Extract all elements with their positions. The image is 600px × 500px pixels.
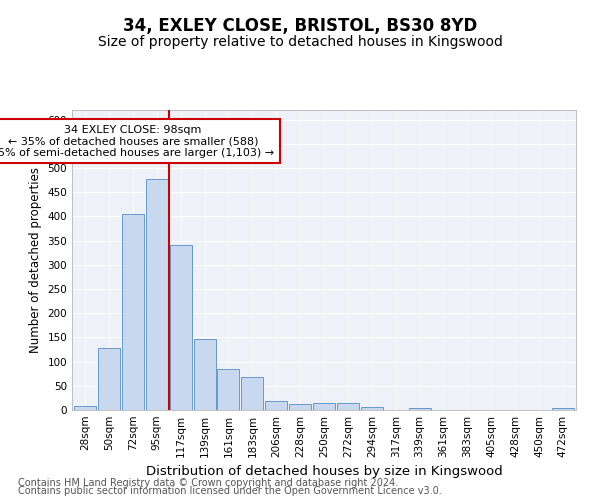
Text: 34 EXLEY CLOSE: 98sqm
← 35% of detached houses are smaller (588)
65% of semi-det: 34 EXLEY CLOSE: 98sqm ← 35% of detached … <box>0 124 274 158</box>
Bar <box>241 377 263 410</box>
Y-axis label: Number of detached properties: Number of detached properties <box>29 167 42 353</box>
Text: Contains public sector information licensed under the Open Government Licence v3: Contains public sector information licen… <box>18 486 442 496</box>
Bar <box>122 214 144 410</box>
Bar <box>74 406 96 410</box>
Bar <box>98 348 120 410</box>
Bar <box>289 404 311 410</box>
Bar <box>361 406 383 410</box>
X-axis label: Distribution of detached houses by size in Kingswood: Distribution of detached houses by size … <box>146 466 502 478</box>
Text: 34, EXLEY CLOSE, BRISTOL, BS30 8YD: 34, EXLEY CLOSE, BRISTOL, BS30 8YD <box>123 18 477 36</box>
Bar <box>217 369 239 410</box>
Bar <box>146 179 168 410</box>
Bar <box>552 408 574 410</box>
Bar <box>313 402 335 410</box>
Text: Contains HM Land Registry data © Crown copyright and database right 2024.: Contains HM Land Registry data © Crown c… <box>18 478 398 488</box>
Bar <box>409 408 431 410</box>
Bar <box>265 401 287 410</box>
Text: Size of property relative to detached houses in Kingswood: Size of property relative to detached ho… <box>98 35 502 49</box>
Bar <box>170 246 191 410</box>
Bar <box>337 402 359 410</box>
Bar <box>194 340 215 410</box>
